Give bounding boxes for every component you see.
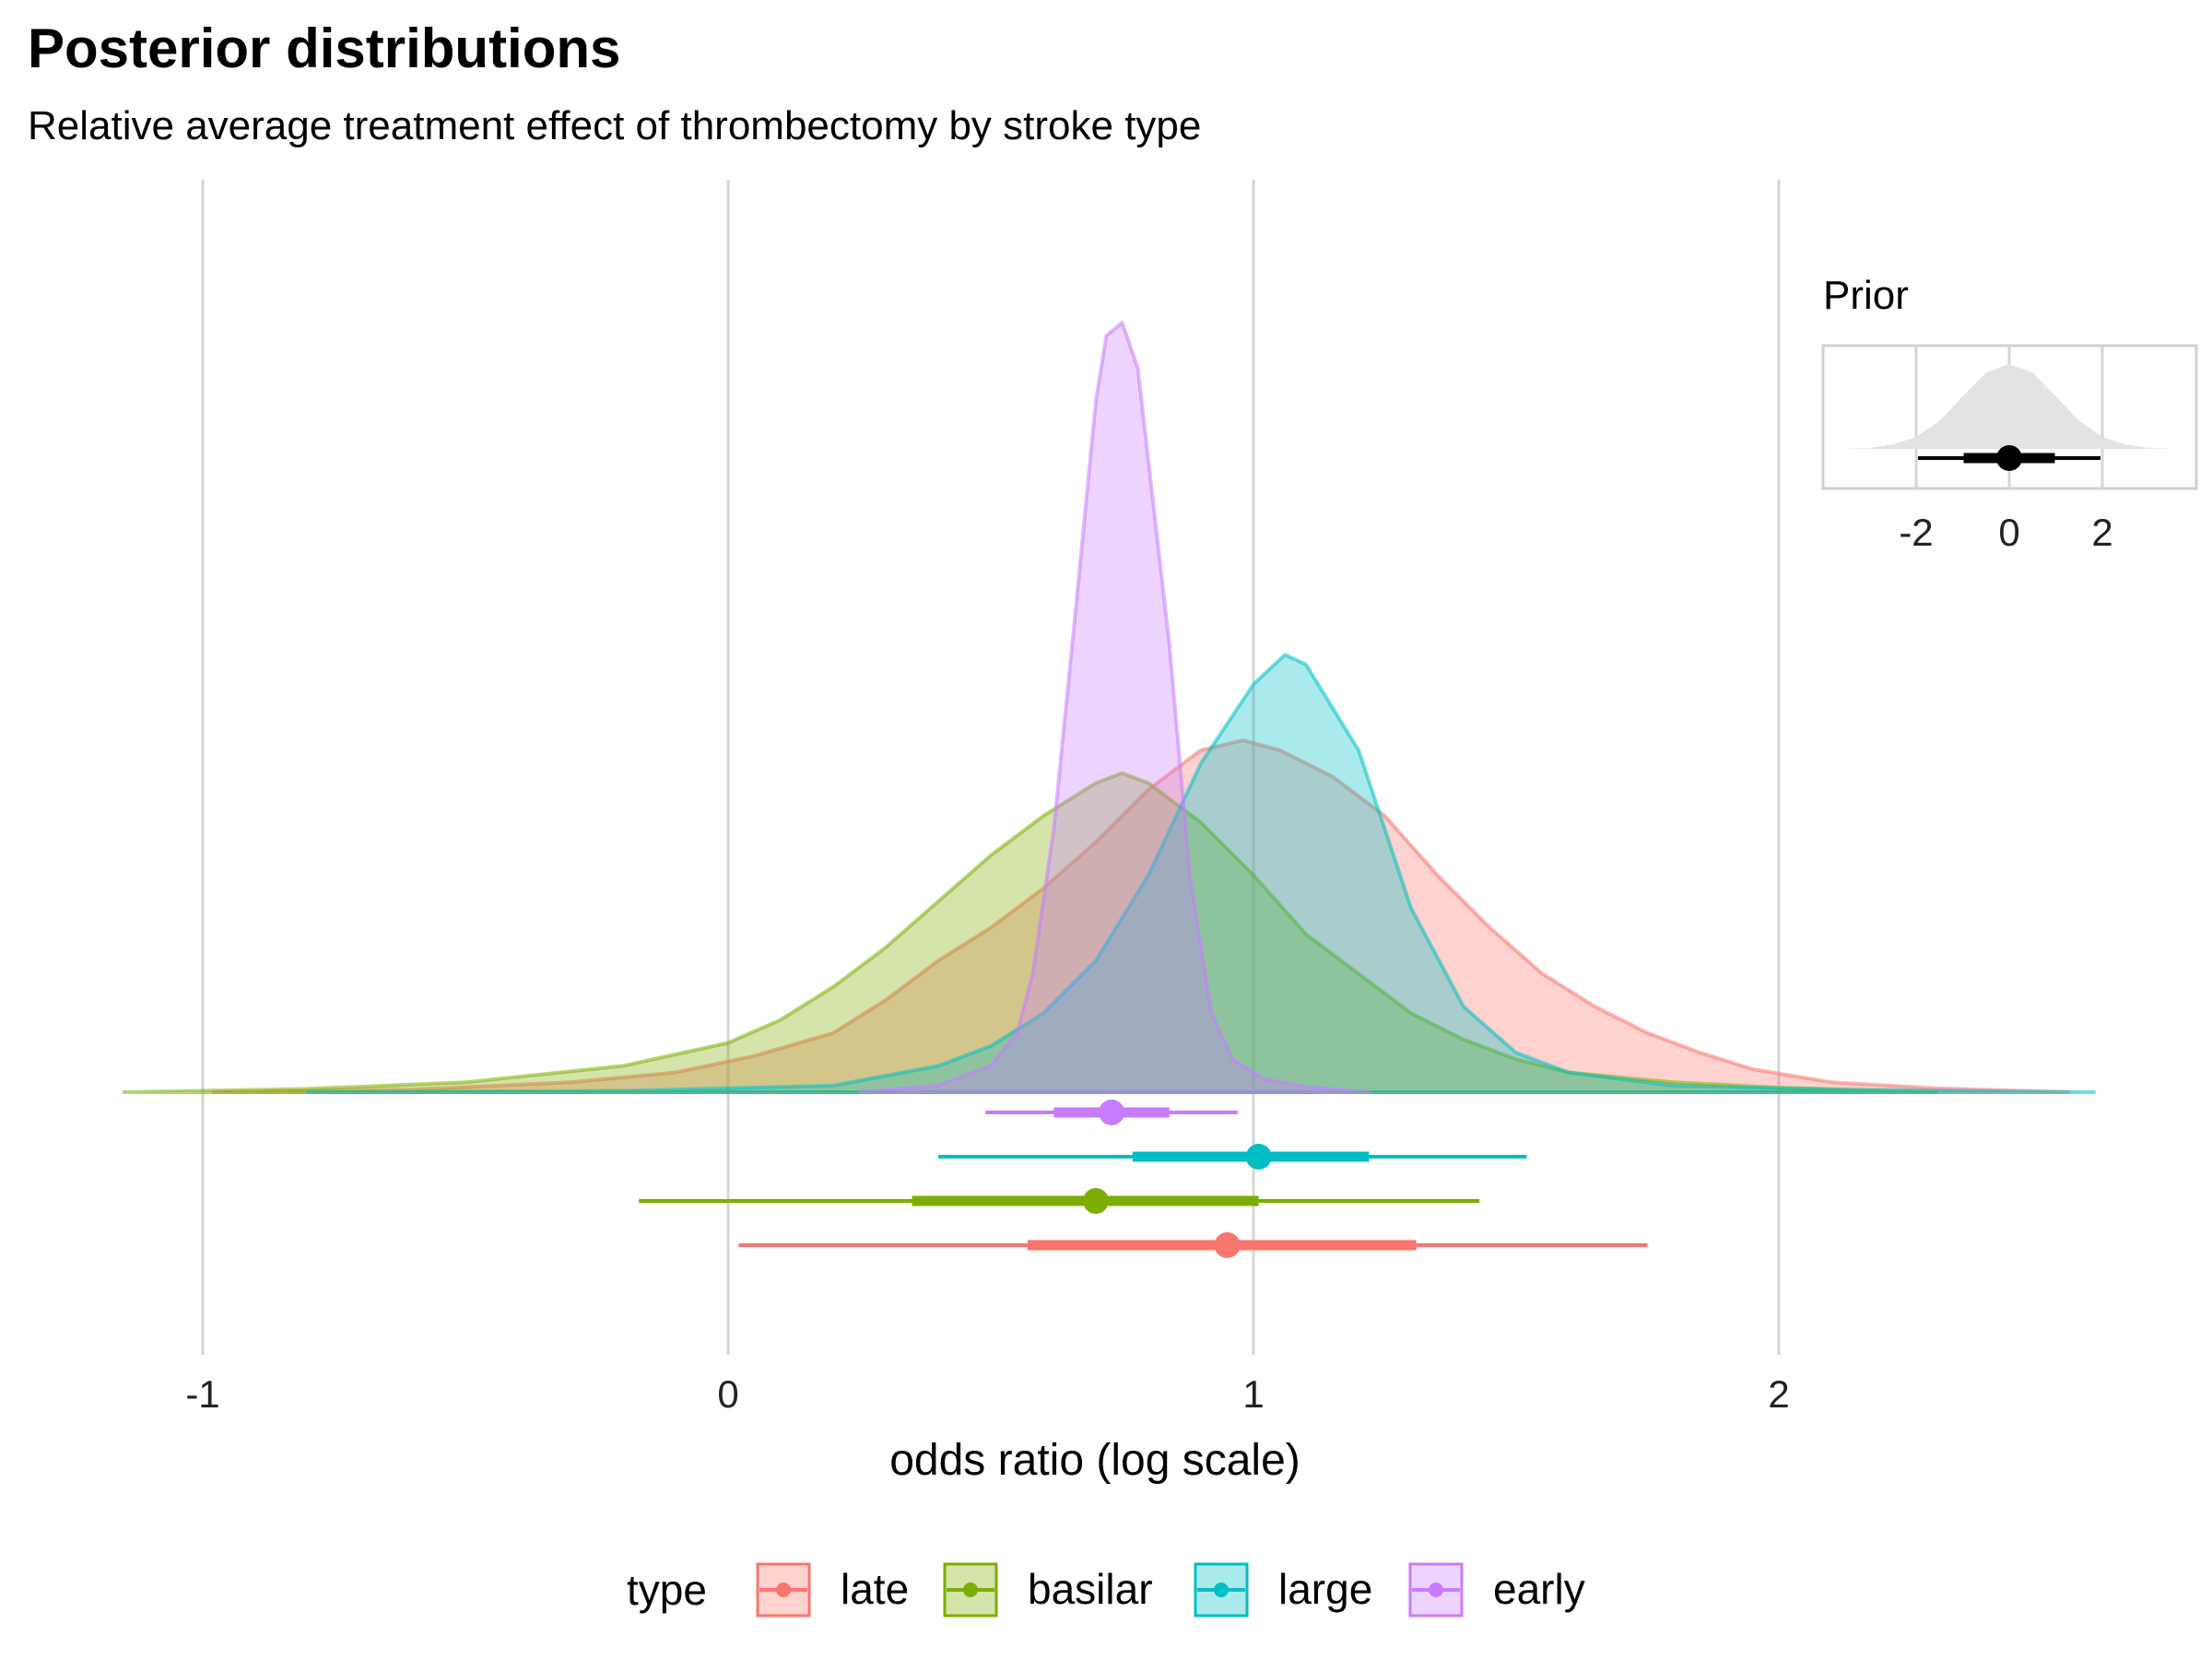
legend-title: type <box>627 1566 707 1614</box>
chart-title: Posterior distributions <box>28 18 621 79</box>
legend-key-point-early <box>1429 1583 1443 1597</box>
legend-label-early: early <box>1493 1565 1585 1613</box>
prior-inset: Prior -2 0 2 <box>1821 273 2198 554</box>
density-late <box>211 738 2070 1094</box>
median-point-basilar <box>1083 1188 1109 1214</box>
legend: type late basilar large early <box>627 1562 1585 1618</box>
x-tick-label: -1 <box>185 1372 219 1416</box>
gridlines <box>201 180 1781 1355</box>
interval-large <box>938 1144 1527 1170</box>
legend-label-large: large <box>1278 1565 1372 1613</box>
chart-subtitle: Relative average treatment effect of thr… <box>28 103 1202 148</box>
x-axis-ticks: -1 0 1 2 <box>185 1372 1789 1416</box>
legend-key-point-basilar <box>963 1583 978 1597</box>
legend-label-late: late <box>841 1565 909 1613</box>
density-large <box>306 653 2096 1094</box>
legend-label-basilar: basilar <box>1028 1565 1153 1613</box>
legend-item-large: large <box>1194 1562 1372 1618</box>
interval-summaries <box>639 1100 1648 1258</box>
median-point-large <box>1245 1144 1272 1170</box>
x-tick-label: 0 <box>717 1372 738 1416</box>
interval-late <box>738 1232 1648 1258</box>
interval-early <box>985 1100 1238 1125</box>
x-axis-title: odds ratio (log scale) <box>889 1436 1300 1485</box>
legend-item-late: late <box>756 1562 909 1618</box>
density-early <box>857 321 1371 1094</box>
density-areas <box>122 321 2096 1094</box>
prior-tick-label: -2 <box>1899 511 1933 554</box>
interval-basilar <box>639 1188 1480 1214</box>
prior-density <box>1841 364 2177 449</box>
prior-title: Prior <box>1823 273 1909 318</box>
prior-tick-label: 2 <box>2091 511 2112 554</box>
x-tick-label: 2 <box>1768 1372 1789 1416</box>
x-tick-label: 1 <box>1242 1372 1264 1416</box>
legend-key-point-large <box>1214 1583 1229 1597</box>
prior-tick-label: 0 <box>1998 511 2019 554</box>
legend-item-basilar: basilar <box>943 1562 1153 1618</box>
legend-item-early: early <box>1408 1562 1585 1618</box>
legend-key-point-late <box>776 1583 791 1597</box>
prior-median-point <box>1996 445 2022 471</box>
median-point-late <box>1214 1232 1241 1258</box>
median-point-early <box>1099 1100 1125 1125</box>
